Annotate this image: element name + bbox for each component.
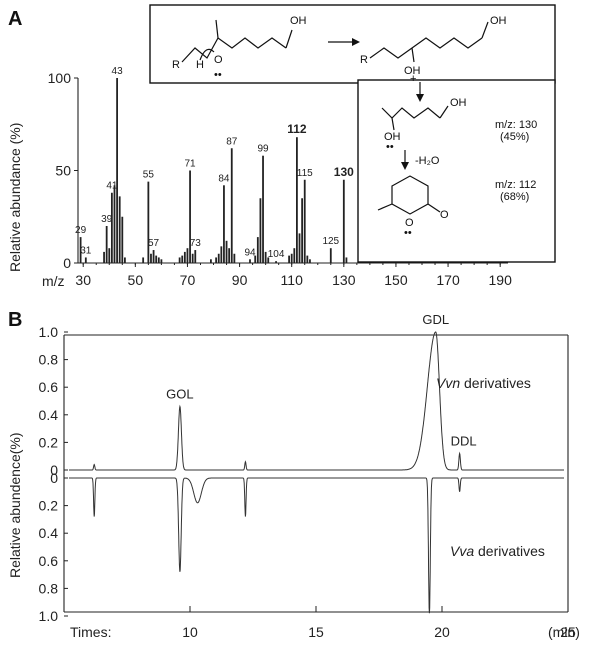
ms-peak-label: 84 [218,173,230,184]
chrom-peak-label: GDL [422,312,449,327]
chrom-peak-label: GOL [166,387,193,402]
acid-oh-label-1: OH [290,15,307,27]
ms-x-tick-label: 190 [489,272,513,288]
radical-dot-3: •• [404,227,412,239]
hydrogen-label: H [196,59,204,71]
enol-fragment: OH •• OH m/z: 130 (45%) [381,97,537,153]
ms-peak-label: 94 [244,247,256,258]
ms-x-tick-label: 170 [436,272,460,288]
ms-peak-label: 31 [80,245,92,256]
ms-y-axis-label: Relative abundance (%) [7,123,23,272]
ms-peak-label: 43 [112,66,124,77]
mz-112-label: m/z: 112 [495,179,536,191]
ms-peak-label: 87 [226,136,238,147]
chrom-peak-label: DDL [451,433,477,448]
ms-peak-label: 115 [297,168,313,179]
ms-peak-label: 57 [148,238,160,249]
ms-peak-label: 73 [190,238,202,249]
chrom-y-tick-label-bottom: 0.2 [39,498,59,514]
ms-peak-label: 125 [322,236,339,247]
h-transfer-arrow [199,48,215,61]
ms-y-tick-label: 50 [55,163,71,179]
chrom-y-tick-label-top: 0.6 [39,379,59,395]
vvn-trace [69,331,564,471]
chrom-x-tick-label: 25 [560,624,576,640]
lactone-fragment: O O •• m/z: 112 (68%) [377,175,536,239]
acid-oh-label-3: OH [450,97,467,109]
plus-sign: + [410,73,416,85]
chrom-y-tick-label-top: 1.0 [39,324,59,340]
ms-peak-label: 130 [334,165,354,179]
radical-dot-1: •• [214,69,222,81]
mz-112-percent: (68%) [500,191,529,203]
carbonyl-label: O [440,209,449,221]
chrom-y-tick-label-top: 0.4 [39,407,59,423]
ms-x-tick-label: 110 [281,272,304,288]
chrom-x-tick-label: 20 [434,624,450,640]
ring-o-label: O [405,217,414,229]
chrom-y-tick-label-bottom: 0 [50,470,58,486]
ms-peak-label: 39 [101,214,113,225]
scheme-box-right [357,79,556,263]
enol-fragment-oh: OH [384,131,401,143]
chrom-y-tick-label-bottom: 1.0 [39,608,59,624]
enol-oh-label: OH [404,65,421,77]
ms-y-tick-label: 0 [63,255,71,271]
chromatogram-chart: 10 15 20 25 1.0 0.8 0.6 0.4 0.2 00 0.2 0.4 0.6 0.8 1.0… [7,312,580,640]
ms-x-axis-label: m/z [42,273,65,289]
vva-series-label: Vva derivatives [450,543,545,559]
mass-spectrum-chart: 29 31 39 41 43 55 57 71 73 84 87 94 99 104 112 115 125 13… [7,66,512,289]
ms-peak-label: 71 [184,159,196,170]
chrom-y-tick-label-bottom: 0.4 [39,525,59,541]
vva-trace [69,477,564,614]
ms-x-tick-label: 130 [332,272,356,288]
ms-peak-label: 29 [75,225,87,236]
chrom-x-tick-label: 15 [308,624,324,640]
acid-oh-label-2: OH [490,15,507,27]
panel-a-letter: A [8,8,22,30]
ms-peak-label: 112 [287,122,307,136]
vvn-series-label: Vvn derivatives [436,375,531,391]
ms-x-tick-label: 50 [128,272,144,288]
chrom-y-tick-label-top: 0.8 [39,352,59,368]
chrom-y-tick-label-bottom: 0.8 [39,580,59,596]
water-loss-label: -H₂O [415,155,440,167]
chrom-y-tick-label-top: 0.2 [39,434,59,450]
ms-peak-label: 104 [268,249,285,260]
carbonyl-o-label: O [214,54,223,66]
r-group-label: R [172,59,180,71]
fragmentation-scheme: R H O •• OH R OH + OH OH •• OH [149,4,556,263]
chrom-y-tick-label-top: 0 [50,462,58,478]
intermediate-molecule: R OH + OH [360,15,507,85]
ms-x-tick-label: 90 [232,272,248,288]
ms-peak-label: 99 [257,144,269,155]
chrom-x-axis-label: Times: [70,624,111,640]
ms-peak-label: 55 [143,170,155,181]
chrom-x-unit: (min) [548,624,580,640]
mz-130-label: m/z: 130 [495,119,537,131]
mz-130-percent: (45%) [500,131,529,143]
panel-b-letter: B [8,309,22,331]
chrom-y-axis-label: Relative abundence(%) [7,432,23,578]
precursor-molecule: R H O •• OH [172,15,307,81]
ms-x-tick-label: 150 [384,272,408,288]
ms-peak-label: 41 [106,181,118,192]
ms-y-tick-label: 100 [48,70,72,86]
ms-x-tick-label: 30 [75,272,91,288]
ms-x-tick-label: 70 [180,272,196,288]
radical-dot-2: •• [386,141,394,153]
chrom-x-tick-label: 10 [182,624,198,640]
r-group-label-2: R [360,54,368,66]
chrom-y-tick-label-bottom: 0.6 [39,553,59,569]
